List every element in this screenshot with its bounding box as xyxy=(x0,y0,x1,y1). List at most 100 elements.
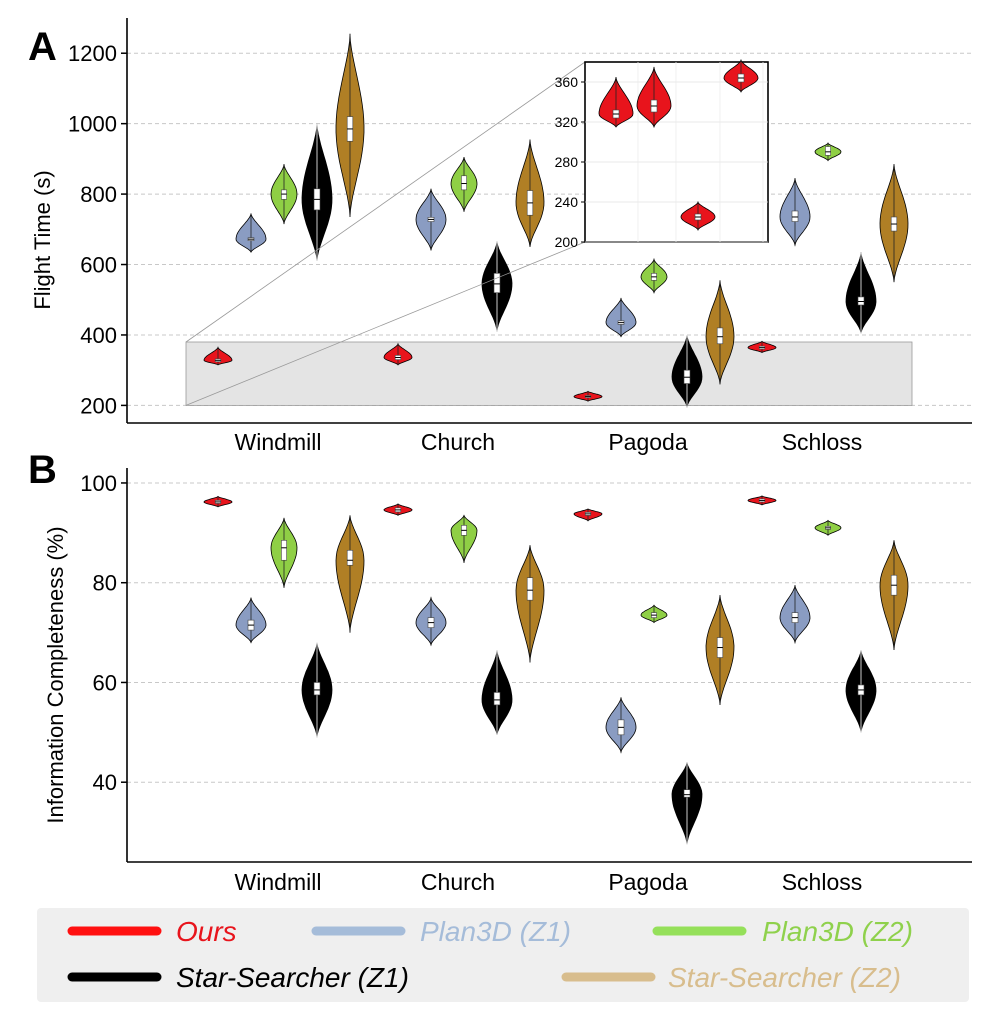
violin-a-star-searcher-z1-windmill xyxy=(301,123,333,262)
panel-b-information-completeness: B Information Completeness (%) 40 60 80 100… xyxy=(28,448,972,895)
violin-b-star-searcher-z1-church xyxy=(481,649,513,735)
panel-b-axes xyxy=(126,468,972,863)
violin-a-star-searcher-z1-church-box xyxy=(493,273,501,293)
violin-a-plan3d-z2-pagoda xyxy=(640,257,668,294)
panel-a-category-schloss: Schloss xyxy=(782,429,863,455)
violin-b-plan3d-z2-windmill-box xyxy=(281,540,287,561)
violin-b-star-searcher-z1-windmill xyxy=(301,642,333,738)
violin-b-ours-schloss xyxy=(747,495,777,506)
violin-b-star-searcher-z2-windmill-box xyxy=(346,549,354,566)
zoom-connector-bottom xyxy=(185,241,586,406)
legend-item-plan3d-z2: Plan3D (Z2) xyxy=(652,916,913,947)
violin-a-star-searcher-z2-church xyxy=(515,139,545,247)
panel-a-tick-label-600: 600 xyxy=(80,253,117,278)
inset-tick-label-320: 320 xyxy=(555,114,579,130)
violin-b-ours-pagoda xyxy=(573,508,603,522)
violin-b-plan3d-z1-pagoda xyxy=(605,697,637,754)
violin-a-plan3d-z2-church xyxy=(450,157,478,212)
panel-b-category-church: Church xyxy=(421,869,495,895)
panel-a-tick-label-200: 200 xyxy=(80,393,117,418)
legend-item-star-searcher-z2: Star-Searcher (Z2) xyxy=(561,962,901,993)
inset-violin-pagoda xyxy=(680,201,716,231)
zoom-connector-top xyxy=(185,61,586,343)
violin-b-plan3d-z2-windmill xyxy=(270,517,298,588)
violin-b-star-searcher-z1-church-box xyxy=(493,692,501,706)
violin-a-star-searcher-z2-windmill xyxy=(335,33,365,218)
violin-b-plan3d-z2-church xyxy=(450,514,478,563)
violin-a-plan3d-z1-schloss-box xyxy=(791,210,799,222)
violin-a-star-searcher-z2-schloss xyxy=(879,164,909,283)
panel-a-tick-label-1200: 1200 xyxy=(68,41,117,66)
panel-a-category-pagoda: Pagoda xyxy=(608,429,688,455)
violin-b-star-searcher-z1-schloss xyxy=(845,649,877,733)
panel-a-category-windmill: Windmill xyxy=(235,429,322,455)
violin-b-star-searcher-z2-pagoda xyxy=(705,595,735,705)
violin-b-star-searcher-z1-pagoda xyxy=(671,762,703,845)
inset-violin-schloss xyxy=(723,58,759,93)
violin-b-plan3d-z1-church xyxy=(415,596,447,647)
legend-item-star-searcher-z1: Star-Searcher (Z1) xyxy=(67,962,409,993)
violin-b-plan3d-z2-schloss xyxy=(814,519,842,536)
violin-a-star-searcher-z1-schloss-box xyxy=(857,296,865,306)
panel-a-zoom-region xyxy=(185,341,913,406)
panel-a-category-church: Church xyxy=(421,429,495,455)
violin-a-plan3d-z1-church xyxy=(415,188,447,251)
panel-a-inset: 200 240 280 320 360 xyxy=(185,58,769,406)
legend-label-plan3d-z1: Plan3D (Z1) xyxy=(420,916,571,947)
panel-a-letter: A xyxy=(28,25,57,69)
violin-a-plan3d-z2-windmill xyxy=(270,164,298,225)
violin-b-star-searcher-z2-church xyxy=(515,545,545,663)
panel-b-category-schloss: Schloss xyxy=(782,869,863,895)
violin-a-plan3d-z2-church-box xyxy=(461,175,467,191)
violin-b-ours-windmill xyxy=(203,495,233,508)
panel-a-flight-time: A Flight Time (s) 200 400 600 800 1000 1200 W… xyxy=(28,18,972,455)
panel-b-tick-label-40: 40 xyxy=(93,770,117,795)
violin-a-star-searcher-z2-pagoda xyxy=(705,280,735,385)
inset-tick-label-200: 200 xyxy=(555,234,579,250)
violin-b-ours-church xyxy=(383,503,413,516)
panel-a-axes xyxy=(126,18,972,424)
legend-label-star-searcher-z2: Star-Searcher (Z2) xyxy=(668,962,901,993)
panel-b-y-ticks: 40 60 80 100 xyxy=(80,471,127,795)
legend-label-ours: Ours xyxy=(176,916,237,947)
inset-violin-church xyxy=(636,66,672,129)
violin-a-ours-windmill xyxy=(203,346,233,366)
panel-b-y-axis-title: Information Completeness (%) xyxy=(43,526,68,823)
panel-b-category-windmill: Windmill xyxy=(235,869,322,895)
zoom-highlight-box xyxy=(185,341,913,406)
legend-item-ours: Ours xyxy=(67,916,237,947)
violin-b-star-searcher-z2-schloss xyxy=(879,540,909,651)
panel-a-y-ticks: 200 400 600 800 1000 1200 xyxy=(68,41,127,418)
legend-item-plan3d-z1: Plan3D (Z1) xyxy=(311,916,571,947)
violin-b-star-searcher-z2-church-box xyxy=(526,577,534,601)
violin-b-star-searcher-z1-windmill-box xyxy=(313,682,321,696)
panel-b-tick-label-60: 60 xyxy=(93,670,117,695)
violin-b-plan3d-z2-pagoda xyxy=(640,604,668,624)
inset-tick-label-360: 360 xyxy=(555,74,579,90)
violin-b-star-searcher-z2-windmill xyxy=(335,515,365,633)
violin-b-plan3d-z1-schloss xyxy=(779,585,811,645)
panel-a-tick-label-400: 400 xyxy=(80,323,117,348)
violin-a-ours-schloss xyxy=(747,340,777,354)
inset-violin-windmill xyxy=(598,76,634,128)
legend-label-plan3d-z2: Plan3D (Z2) xyxy=(762,916,913,947)
violin-b-plan3d-z1-windmill xyxy=(235,597,267,644)
violin-a-plan3d-z1-schloss xyxy=(779,178,811,247)
panel-a-y-axis-title: Flight Time (s) xyxy=(30,170,55,309)
panel-b-category-pagoda: Pagoda xyxy=(608,869,688,895)
panel-b-tick-label-80: 80 xyxy=(93,571,117,596)
violin-a-plan3d-z2-windmill-box xyxy=(281,189,287,200)
violin-a-ours-pagoda xyxy=(573,390,603,402)
violin-a-star-searcher-z1-church xyxy=(481,241,513,332)
legend-label-star-searcher-z1: Star-Searcher (Z1) xyxy=(176,962,409,993)
panel-b-violins xyxy=(203,495,909,845)
violin-b-star-searcher-z1-pagoda-box xyxy=(683,789,691,798)
legend: Ours Plan3D (Z1) Plan3D (Z2) Star-Search… xyxy=(37,908,969,1002)
panel-b-letter: B xyxy=(28,448,57,492)
panel-b-category-labels: Windmill Church Pagoda Schloss xyxy=(235,869,863,895)
violin-a-star-searcher-z1-pagoda xyxy=(671,334,703,408)
inset-tick-label-280: 280 xyxy=(555,154,579,170)
violin-a-plan3d-z1-windmill xyxy=(235,213,267,253)
inset-tick-label-240: 240 xyxy=(555,194,579,210)
violin-a-star-searcher-z2-pagoda-box xyxy=(716,327,724,345)
